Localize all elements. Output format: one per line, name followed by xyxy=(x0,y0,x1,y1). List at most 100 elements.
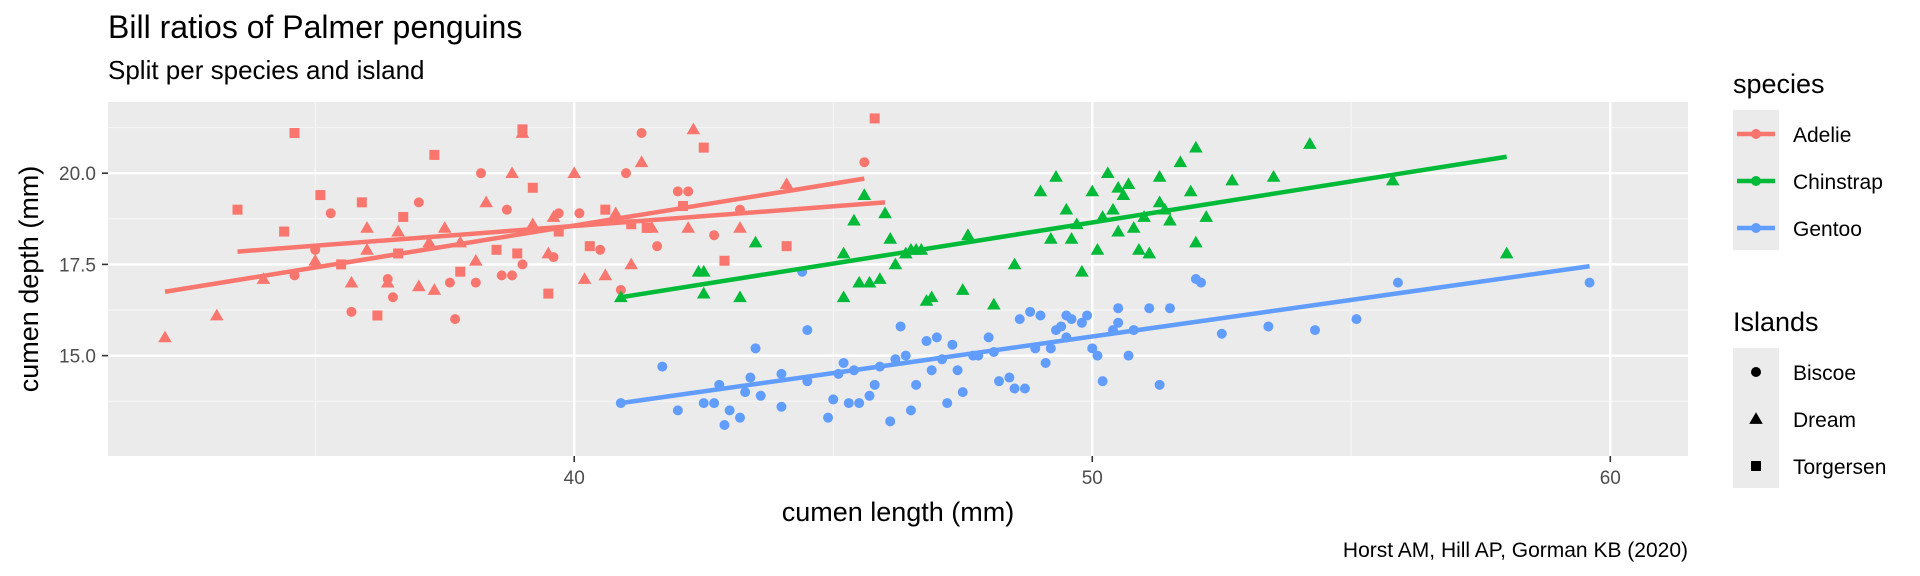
point-adelie-dream xyxy=(308,253,323,266)
point-adelie-dream xyxy=(437,221,452,233)
legend-species-title: species xyxy=(1733,69,1825,99)
point-gentoo-biscoe xyxy=(657,361,668,372)
point-adelie-torgersen xyxy=(398,211,409,222)
point-gentoo-biscoe xyxy=(926,365,937,376)
point-chinstrap-dream xyxy=(1499,246,1514,259)
legend-islands-title: Islands xyxy=(1733,307,1819,337)
point-adelie-biscoe xyxy=(413,197,424,208)
point-adelie-torgersen xyxy=(600,204,611,215)
point-chinstrap-dream xyxy=(1059,202,1074,215)
point-chinstrap-dream xyxy=(1199,210,1214,222)
point-gentoo-biscoe xyxy=(885,416,896,427)
point-adelie-torgersen xyxy=(869,113,880,124)
point-adelie-biscoe xyxy=(346,306,357,317)
point-gentoo-biscoe xyxy=(776,401,787,412)
point-chinstrap-dream xyxy=(888,257,903,270)
point-adelie-dream xyxy=(422,235,436,248)
point-chinstrap-dream xyxy=(1111,224,1125,237)
point-adelie-biscoe xyxy=(496,270,507,281)
point-gentoo-biscoe xyxy=(1025,306,1036,317)
point-chinstrap-dream xyxy=(1116,188,1131,200)
point-gentoo-biscoe xyxy=(735,412,745,423)
legend-label-adelie: Adelie xyxy=(1793,124,1851,147)
point-chinstrap-dream xyxy=(1101,166,1115,179)
point-adelie-torgersen xyxy=(356,197,367,208)
point-adelie-biscoe xyxy=(652,241,663,252)
point-gentoo-biscoe xyxy=(745,372,756,383)
point-adelie-dream xyxy=(360,243,374,255)
point-adelie-biscoe xyxy=(621,168,632,179)
point-gentoo-biscoe xyxy=(931,332,942,343)
y-tick-label: 17.5 xyxy=(59,255,96,276)
point-chinstrap-dream xyxy=(1163,213,1177,226)
point-gentoo-biscoe xyxy=(1123,350,1134,361)
point-adelie-biscoe xyxy=(501,204,512,215)
legend-islands: Islands Biscoe Dream Torgersen xyxy=(1733,307,1886,488)
point-chinstrap-dream xyxy=(1183,184,1198,197)
point-gentoo-biscoe xyxy=(1082,310,1093,321)
point-adelie-dream xyxy=(427,283,442,295)
trend-line-chinstrap xyxy=(620,154,1508,300)
point-adelie-dream xyxy=(634,155,649,168)
point-adelie-torgersen xyxy=(289,128,300,139)
point-chinstrap-dream xyxy=(961,228,975,241)
point-gentoo-biscoe xyxy=(724,405,735,416)
point-gentoo-biscoe xyxy=(1097,376,1108,387)
point-chinstrap-dream xyxy=(1126,221,1141,233)
point-gentoo-biscoe xyxy=(1092,350,1103,361)
point-gentoo-biscoe xyxy=(740,387,751,398)
point-adelie-biscoe xyxy=(450,314,461,325)
point-gentoo-biscoe xyxy=(1392,277,1403,288)
point-adelie-torgersen xyxy=(491,244,502,255)
point-adelie-torgersen xyxy=(719,255,730,266)
point-adelie-dream xyxy=(158,330,172,343)
point-adelie-dream xyxy=(624,257,639,270)
point-gentoo-biscoe xyxy=(1144,303,1155,314)
point-gentoo-biscoe xyxy=(1310,325,1321,336)
point-adelie-dream xyxy=(412,279,426,292)
point-adelie-biscoe xyxy=(859,157,870,168)
point-adelie-torgersen xyxy=(584,241,595,252)
legend-key-shape-biscoe xyxy=(1751,367,1761,377)
point-adelie-dream xyxy=(779,177,794,190)
point-gentoo-biscoe xyxy=(838,357,849,368)
point-chinstrap-dream xyxy=(1033,184,1048,197)
point-gentoo-biscoe xyxy=(1014,314,1025,325)
point-adelie-torgersen xyxy=(455,266,466,277)
point-chinstrap-dream xyxy=(1132,243,1146,255)
point-chinstrap-dream xyxy=(883,232,898,244)
point-gentoo-biscoe xyxy=(1056,321,1067,332)
point-adelie-dream xyxy=(686,122,701,135)
point-adelie-torgersen xyxy=(517,124,528,135)
point-adelie-torgersen xyxy=(698,142,709,153)
point-adelie-dream xyxy=(469,253,483,266)
point-adelie-dream xyxy=(479,195,493,208)
point-chinstrap-dream xyxy=(1044,232,1058,244)
point-adelie-biscoe xyxy=(548,252,559,263)
point-chinstrap-dream xyxy=(1385,173,1400,186)
point-gentoo-biscoe xyxy=(947,339,958,350)
point-gentoo-biscoe xyxy=(911,379,922,390)
point-adelie-biscoe xyxy=(444,277,455,288)
chart-subtitle: Split per species and island xyxy=(108,55,425,85)
point-chinstrap-dream xyxy=(1121,177,1136,190)
point-adelie-dream xyxy=(598,268,613,281)
trend-line-adelie xyxy=(237,200,886,254)
point-gentoo-biscoe xyxy=(1066,314,1077,325)
point-adelie-torgersen xyxy=(626,219,637,230)
point-adelie-biscoe xyxy=(470,277,481,288)
point-gentoo-biscoe xyxy=(1154,379,1165,390)
chart-title: Bill ratios of Palmer penguins xyxy=(108,9,522,45)
point-gentoo-biscoe xyxy=(942,398,953,409)
point-chinstrap-dream xyxy=(924,290,939,303)
x-tick-label: 60 xyxy=(1600,468,1621,489)
point-gentoo-biscoe xyxy=(1040,357,1051,368)
point-gentoo-biscoe xyxy=(895,321,906,332)
point-adelie-biscoe xyxy=(574,208,585,219)
point-chinstrap-dream xyxy=(1075,264,1089,277)
point-adelie-biscoe xyxy=(507,270,518,281)
y-axis-title: cumen depth (mm) xyxy=(14,166,44,393)
point-adelie-torgersen xyxy=(512,248,523,259)
y-tick-label: 15.0 xyxy=(59,347,96,368)
point-chinstrap-dream xyxy=(1152,195,1167,208)
